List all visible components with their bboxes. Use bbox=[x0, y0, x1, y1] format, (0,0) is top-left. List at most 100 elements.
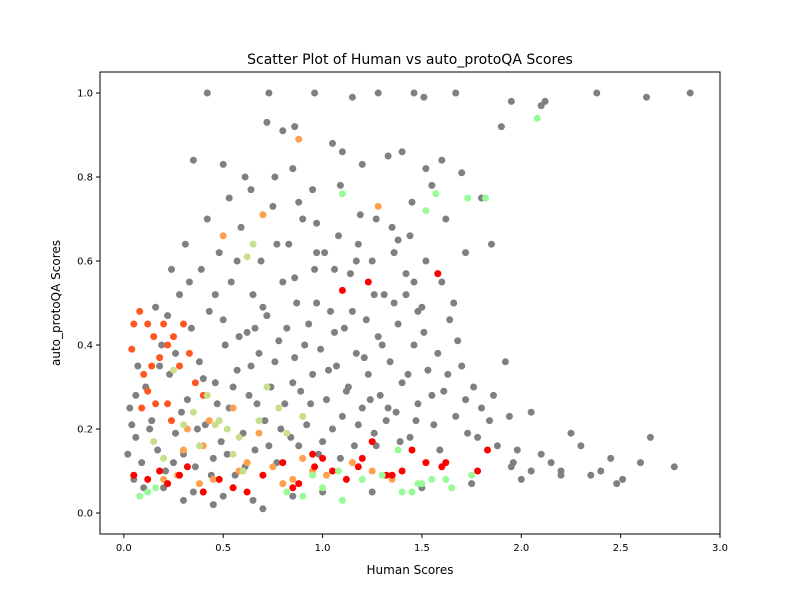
data-point-series-3 bbox=[243, 488, 251, 496]
data-point-series-0 bbox=[577, 442, 585, 450]
data-point-gray bbox=[370, 291, 378, 299]
data-point-gray bbox=[430, 421, 438, 429]
data-point-series-4 bbox=[223, 425, 231, 433]
data-point-series-3 bbox=[289, 484, 297, 492]
data-point-series-4 bbox=[180, 421, 187, 429]
data-point-gray bbox=[199, 375, 207, 383]
data-point-series-1 bbox=[164, 400, 172, 408]
data-point-series-0 bbox=[513, 446, 521, 454]
data-point-gray bbox=[486, 417, 493, 425]
data-point-gray bbox=[219, 316, 227, 324]
data-point-series-5 bbox=[319, 484, 327, 492]
data-point-gray bbox=[146, 425, 154, 433]
data-point-series-1 bbox=[138, 404, 146, 412]
data-point-series-2 bbox=[255, 429, 263, 437]
data-point-series-3 bbox=[229, 484, 237, 492]
data-point-gray bbox=[251, 324, 259, 332]
data-point-series-4 bbox=[203, 391, 211, 399]
data-point-series-5 bbox=[338, 496, 346, 504]
data-point-gray bbox=[462, 396, 470, 404]
data-point-gray bbox=[380, 291, 388, 299]
data-point-series-2 bbox=[279, 480, 287, 488]
data-point-gray bbox=[181, 240, 189, 248]
data-point-series-3 bbox=[422, 459, 430, 467]
data-point-gray bbox=[374, 333, 382, 341]
y-tick-label: 0.0 bbox=[77, 509, 93, 520]
data-point-gray bbox=[331, 328, 338, 336]
data-point-series-0 bbox=[607, 454, 615, 462]
data-point-gray bbox=[468, 480, 476, 488]
data-point-gray bbox=[333, 362, 340, 370]
data-point-gray bbox=[289, 379, 297, 387]
data-point-series-1 bbox=[144, 387, 152, 395]
data-point-series-3 bbox=[259, 471, 267, 479]
data-point-gray bbox=[307, 400, 315, 408]
data-point-gray bbox=[376, 391, 384, 399]
data-point-gray bbox=[406, 232, 414, 240]
y-tick-label: 1.0 bbox=[77, 89, 93, 100]
data-point-series-0 bbox=[394, 236, 402, 244]
data-point-series-4 bbox=[283, 429, 291, 437]
data-point-series-3 bbox=[442, 459, 450, 467]
data-point-gray bbox=[366, 396, 374, 404]
data-point-gray bbox=[243, 328, 251, 336]
data-point-gray bbox=[289, 492, 297, 500]
data-point-gray bbox=[291, 274, 299, 282]
data-point-series-0 bbox=[507, 97, 515, 105]
data-point-gray bbox=[378, 341, 386, 349]
data-point-gray bbox=[368, 488, 376, 496]
data-point-gray bbox=[183, 396, 191, 404]
data-point-series-0 bbox=[384, 152, 392, 160]
data-point-gray bbox=[233, 366, 241, 374]
data-point-series-0 bbox=[670, 463, 678, 471]
data-point-gray bbox=[464, 429, 472, 437]
data-point-gray bbox=[388, 223, 396, 231]
data-point-series-2 bbox=[374, 202, 382, 210]
data-point-gray bbox=[394, 320, 402, 328]
data-point-gray bbox=[128, 421, 136, 429]
data-point-series-5 bbox=[338, 190, 346, 198]
data-point-gray bbox=[217, 438, 225, 446]
data-point-gray bbox=[132, 433, 140, 441]
data-point-gray bbox=[245, 391, 253, 399]
data-point-gray bbox=[170, 459, 177, 467]
data-point-gray bbox=[410, 278, 418, 286]
data-point-series-2 bbox=[195, 480, 203, 488]
y-axis-ticks: 0.0 0.2 0.4 0.6 0.8 1.0 bbox=[77, 89, 100, 520]
data-point-series-0 bbox=[593, 89, 601, 97]
chart-title: Scatter Plot of Human vs auto_protoQA Sc… bbox=[247, 52, 573, 68]
data-point-gray bbox=[414, 400, 422, 408]
data-point-gray bbox=[138, 459, 146, 467]
data-point-gray bbox=[187, 324, 195, 332]
data-point-gray bbox=[398, 379, 406, 387]
data-point-gray bbox=[597, 467, 605, 475]
data-point-gray bbox=[185, 278, 193, 286]
data-point-series-1 bbox=[150, 333, 158, 341]
data-point-gray bbox=[193, 425, 201, 433]
data-point-gray bbox=[253, 400, 261, 408]
data-point-series-0 bbox=[265, 89, 273, 97]
data-point-gray bbox=[237, 223, 245, 231]
data-point-gray bbox=[501, 358, 509, 366]
data-point-series-0 bbox=[203, 89, 211, 97]
x-tick-label: 0.5 bbox=[215, 543, 231, 554]
data-point-series-2 bbox=[259, 211, 267, 219]
data-point-gray bbox=[454, 337, 462, 345]
data-point-series-5 bbox=[152, 484, 160, 492]
data-point-gray bbox=[203, 215, 211, 223]
data-point-series-2 bbox=[209, 475, 217, 483]
data-point-series-0 bbox=[410, 89, 418, 97]
data-point-series-1 bbox=[185, 349, 193, 357]
x-axis-ticks: 0.0 0.5 1.0 1.5 2.0 2.5 3.0 bbox=[116, 534, 728, 554]
data-point-gray bbox=[134, 362, 142, 370]
data-point-series-0 bbox=[646, 433, 654, 441]
data-point-gray bbox=[301, 341, 309, 349]
data-point-series-0 bbox=[338, 148, 346, 156]
data-point-series-0 bbox=[557, 467, 565, 475]
data-point-gray bbox=[348, 307, 356, 315]
data-point-gray bbox=[156, 362, 164, 370]
data-point-series-4 bbox=[229, 450, 237, 458]
data-point-series-0 bbox=[289, 165, 297, 173]
data-point-series-0 bbox=[643, 93, 650, 101]
data-point-gray bbox=[213, 400, 221, 408]
